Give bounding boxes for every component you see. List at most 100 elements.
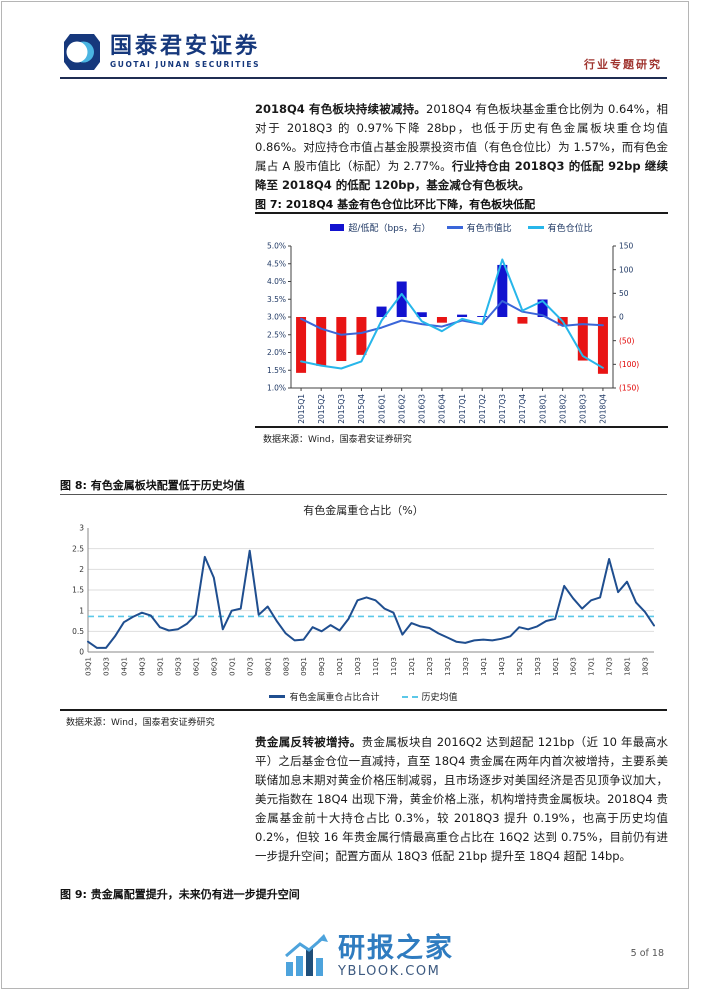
- svg-text:03Q1: 03Q1: [85, 657, 93, 676]
- svg-text:05Q3: 05Q3: [174, 657, 182, 676]
- fig8-source: 数据来源：Wind，国泰君安证券研究: [66, 718, 215, 728]
- svg-text:5.0%: 5.0%: [267, 242, 286, 251]
- fig7-legend: 超/低配（bps，右） 有色市值比 有色仓位比: [255, 221, 668, 234]
- svg-text:06Q1: 06Q1: [192, 657, 200, 676]
- svg-text:1.5%: 1.5%: [267, 366, 286, 375]
- brand-name-cn: 国泰君安证券: [110, 33, 261, 59]
- fig8-legend: 有色金属重仓占比合计 历史均值: [60, 690, 667, 703]
- svg-text:2017Q4: 2017Q4: [518, 394, 527, 424]
- svg-text:10Q1: 10Q1: [336, 657, 344, 676]
- svg-text:16Q3: 16Q3: [570, 657, 578, 676]
- svg-text:15Q3: 15Q3: [534, 657, 542, 676]
- svg-text:2016Q3: 2016Q3: [418, 394, 427, 424]
- svg-text:(50): (50): [619, 336, 634, 345]
- svg-text:17Q1: 17Q1: [588, 657, 596, 676]
- svg-text:10Q3: 10Q3: [354, 657, 362, 676]
- svg-text:(100): (100): [619, 360, 639, 369]
- gtja-logo-icon: [64, 34, 100, 70]
- svg-text:13Q1: 13Q1: [444, 657, 452, 676]
- svg-text:09Q3: 09Q3: [318, 657, 326, 676]
- svg-text:2017Q3: 2017Q3: [498, 394, 507, 424]
- svg-text:4.0%: 4.0%: [267, 277, 286, 286]
- footer-logo-en: YBLOOK.COM: [338, 963, 441, 979]
- report-type-label: 行业专题研究: [584, 58, 662, 71]
- footer-logo-cn: 研报之家: [338, 932, 454, 964]
- fig8-legend-mean-label: 历史均值: [421, 693, 458, 703]
- svg-text:2.5%: 2.5%: [267, 330, 286, 339]
- fig7-legend-mktcap-label: 有色市值比: [466, 224, 512, 234]
- svg-text:2016Q2: 2016Q2: [397, 394, 406, 424]
- fig9-caption: 图 9: 贵金属配置提升，未来仍有进一步提升空间: [60, 888, 300, 901]
- fig7-legend-item-bar: 超/低配（bps，右）: [330, 221, 431, 234]
- svg-text:0.5: 0.5: [72, 627, 84, 636]
- svg-text:100: 100: [619, 265, 634, 274]
- svg-text:0: 0: [79, 648, 84, 657]
- svg-text:3: 3: [79, 524, 84, 533]
- para1-bold-tail: 行业持仓由 2018Q3 的低配 92bp 继续降至 2018Q4 的低配 12…: [255, 158, 668, 192]
- paragraph-precious-metal: 贵金属反转被增持。贵金属板块自 2016Q2 达到超配 121bp（近 10 年…: [255, 733, 668, 866]
- page-number: 5 of 18: [630, 948, 664, 959]
- fig7-legend-item-position: 有色仓位比: [527, 221, 593, 234]
- svg-text:4.5%: 4.5%: [267, 259, 286, 268]
- svg-text:2.5: 2.5: [72, 544, 84, 553]
- svg-text:14Q3: 14Q3: [498, 657, 506, 676]
- svg-text:3.5%: 3.5%: [267, 295, 286, 304]
- svg-text:2015Q3: 2015Q3: [337, 394, 346, 424]
- brand-name-en: GUOTAI JUNAN SECURITIES: [110, 59, 261, 69]
- svg-text:2017Q2: 2017Q2: [478, 394, 487, 424]
- para1-bold-lead: 2018Q4 有色板块持续被减持。: [255, 101, 426, 116]
- fig8-legend-series-label: 有色金属重仓占比合计: [289, 693, 380, 703]
- svg-text:06Q3: 06Q3: [210, 657, 218, 676]
- fig7-legend-bar-label: 超/低配（bps，右）: [348, 224, 431, 234]
- fig7-chart: 5.0% 4.5% 4.0% 3.5% 3.0% 2.5% 2.0% 1.5% 1.0% 150 1…: [267, 242, 639, 424]
- svg-text:2018Q3: 2018Q3: [579, 394, 588, 424]
- svg-text:12Q3: 12Q3: [426, 657, 434, 676]
- fig7-source-rule: [255, 426, 668, 428]
- fig7-legend-item-mktcap: 有色市值比: [446, 221, 512, 234]
- fig7-source: 数据来源：Wind，国泰君安证券研究: [263, 435, 412, 445]
- svg-text:08Q1: 08Q1: [264, 657, 272, 676]
- svg-text:2018Q2: 2018Q2: [558, 394, 567, 424]
- svg-text:3.0%: 3.0%: [267, 313, 286, 322]
- fig7-caption: 图 7: 2018Q4 基金有色仓位比环比下降，有色板块低配: [255, 198, 536, 211]
- svg-text:04Q3: 04Q3: [139, 657, 147, 676]
- fig8-legend-item-series: 有色金属重仓占比合计: [269, 690, 380, 703]
- svg-text:2015Q2: 2015Q2: [317, 394, 326, 424]
- line-swatch-icon: [269, 695, 286, 698]
- header-logo: 国泰君安证券 GUOTAI JUNAN SECURITIES: [62, 32, 260, 72]
- paragraph-nonferrous: 2018Q4 有色板块持续被减持。2018Q4 有色板块基金重仓比例为 0.64…: [255, 100, 668, 195]
- svg-text:07Q3: 07Q3: [246, 657, 254, 676]
- svg-text:2016Q1: 2016Q1: [377, 394, 386, 424]
- svg-text:(150): (150): [619, 384, 639, 393]
- fig7-caption-rule: [255, 212, 668, 214]
- fig8-source-rule: [60, 709, 667, 711]
- svg-text:2018Q1: 2018Q1: [538, 394, 547, 424]
- fig7-legend-position-label: 有色仓位比: [547, 224, 593, 234]
- footer-logo: 研报之家 YBLOOK.COM: [283, 934, 454, 978]
- svg-text:05Q1: 05Q1: [156, 657, 164, 676]
- para2-bold-lead: 贵金属反转被增持。: [255, 734, 362, 749]
- svg-text:2015Q1: 2015Q1: [297, 394, 306, 424]
- svg-text:150: 150: [619, 242, 634, 251]
- svg-text:11Q3: 11Q3: [390, 657, 398, 676]
- svg-text:2017Q1: 2017Q1: [458, 394, 467, 424]
- svg-text:2: 2: [79, 565, 84, 574]
- fig8-caption: 图 8: 有色金属板块配置低于历史均值: [60, 479, 245, 492]
- svg-text:08Q3: 08Q3: [282, 657, 290, 676]
- svg-text:11Q1: 11Q1: [372, 657, 380, 676]
- svg-text:15Q1: 15Q1: [516, 657, 524, 676]
- bar-swatch-icon: [330, 224, 345, 231]
- fig8-legend-item-mean: 历史均值: [401, 690, 458, 703]
- line-swatch-icon: [527, 226, 544, 229]
- svg-text:2015Q4: 2015Q4: [357, 394, 366, 424]
- svg-text:1.5: 1.5: [72, 586, 84, 595]
- svg-text:14Q1: 14Q1: [480, 657, 488, 676]
- svg-text:1: 1: [79, 606, 84, 615]
- line-swatch-icon: [446, 226, 463, 229]
- svg-text:18Q3: 18Q3: [642, 657, 650, 676]
- fig8-caption-rule: [60, 494, 667, 495]
- para1-body: 2018Q4 有色板块基金重仓比例为 0.64%，相对于 2018Q3 的 0.…: [255, 101, 668, 173]
- header-rule: [60, 77, 667, 79]
- svg-text:16Q1: 16Q1: [552, 657, 560, 676]
